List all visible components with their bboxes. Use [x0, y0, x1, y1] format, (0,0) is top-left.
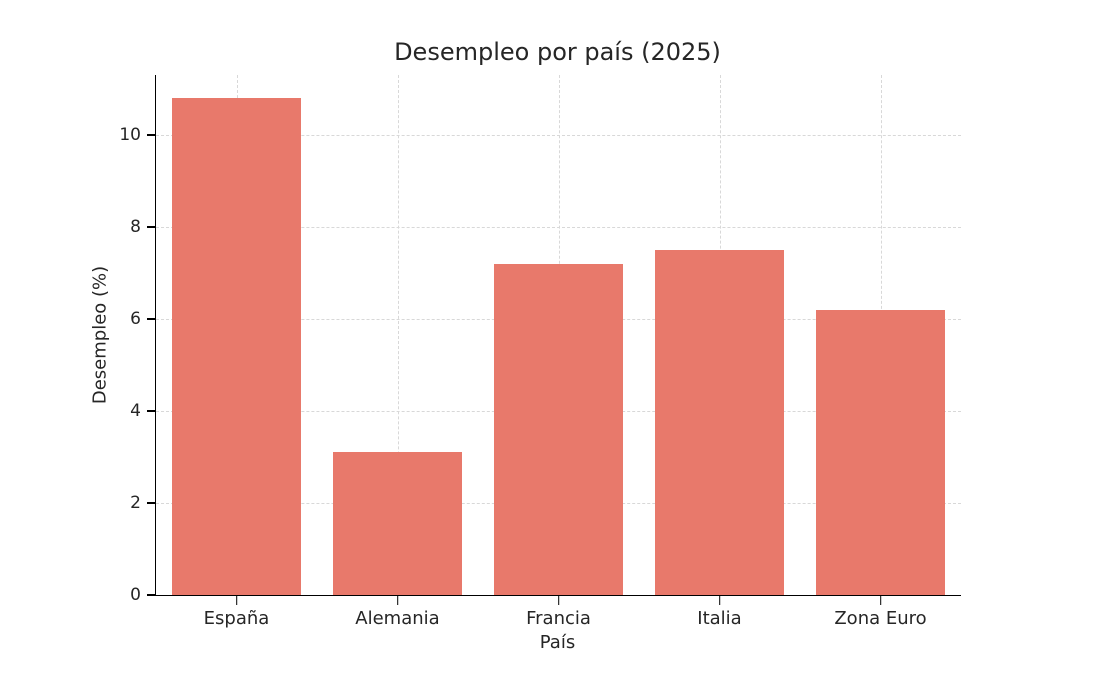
x-tick-mark [879, 596, 882, 605]
y-tick-label: 6 [130, 308, 141, 329]
bar-2 [333, 452, 462, 595]
y-tick-mark [147, 594, 156, 596]
bars-layer [156, 75, 961, 595]
y-tick-label: 10 [119, 124, 141, 145]
x-tick-mark [718, 596, 721, 605]
bar-1 [172, 98, 301, 595]
plot-area: 0 2 4 6 8 10 España Alemania Francia Italia Zona E… [119, 75, 961, 629]
x-tick-label: España [203, 608, 270, 629]
y-tick-label: 8 [130, 216, 141, 237]
x-tick-mark [557, 596, 560, 605]
bar-3 [494, 263, 623, 595]
x-tick-label: Francia [526, 608, 591, 629]
y-tick-label: 0 [130, 585, 141, 605]
x-tick-label: Zona Euro [834, 608, 927, 629]
y-tick-mark [147, 226, 156, 228]
y-tick-mark [147, 134, 156, 136]
vertical-gridline [397, 75, 399, 595]
y-tick-mark [147, 318, 156, 320]
y-tick-label: 2 [130, 492, 141, 513]
x-tick-mark [235, 596, 238, 605]
x-tick-label: Italia [697, 608, 742, 629]
y-axis-label: Desempleo (%) [89, 265, 111, 405]
axis-ticks-layer: 0 2 4 6 8 10 España Alemania Francia Italia Zona E… [119, 75, 961, 629]
x-tick-label: Alemania [355, 608, 440, 629]
x-tick-mark [396, 596, 399, 605]
y-tick-label: 4 [130, 400, 141, 421]
chart-title: Desempleo por país (2025) [394, 38, 721, 66]
x-axis-label: País [539, 632, 576, 653]
bar-5 [816, 309, 945, 595]
bar-4 [655, 249, 784, 595]
y-tick-mark [147, 502, 156, 504]
y-tick-mark [147, 410, 156, 412]
